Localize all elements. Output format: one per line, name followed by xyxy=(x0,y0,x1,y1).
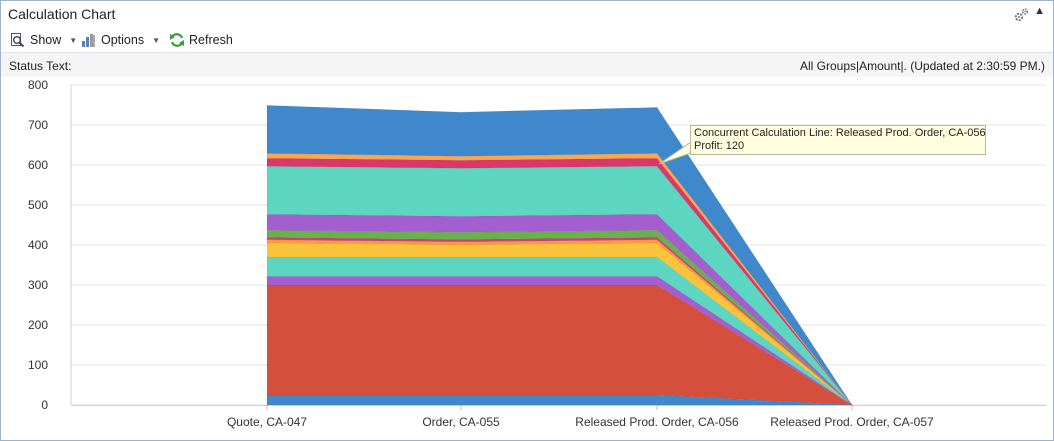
options-icon xyxy=(82,34,95,47)
refresh-icon xyxy=(170,33,184,47)
x-tick-label: Released Prod. Order, CA-057 xyxy=(770,415,934,429)
show-button[interactable]: Show ▼ xyxy=(10,31,77,49)
x-tick-label: Order, CA-055 xyxy=(422,415,500,429)
y-tick-label: 100 xyxy=(28,358,48,372)
area-series-11[interactable] xyxy=(266,157,853,406)
show-icon xyxy=(11,33,25,48)
x-tick-label: Quote, CA-047 xyxy=(227,415,307,429)
chevron-down-icon: ▼ xyxy=(152,35,161,45)
show-label: Show xyxy=(30,33,62,47)
refresh-label: Refresh xyxy=(189,33,233,47)
y-tick-label: 500 xyxy=(28,198,48,212)
area-series-13[interactable] xyxy=(266,105,853,406)
status-bar: Status Text: All Groups|Amount|. (Update… xyxy=(1,53,1053,77)
gear-icon[interactable] xyxy=(1013,7,1029,23)
y-tick-label: 800 xyxy=(28,78,48,92)
tooltip-line-2: Profit: 120 xyxy=(694,140,745,152)
y-tick-label: 700 xyxy=(28,118,48,132)
x-tick-label: Released Prod. Order, CA-056 xyxy=(575,415,739,429)
options-label: Options xyxy=(101,33,145,47)
y-tick-label: 200 xyxy=(28,318,48,332)
refresh-button[interactable]: Refresh xyxy=(169,31,233,49)
toolbar: Show ▼ Options ▼ Refresh xyxy=(1,28,1053,53)
area-series-9[interactable] xyxy=(266,213,853,406)
panel-title: Calculation Chart xyxy=(8,6,116,22)
status-info: All Groups|Amount|. (Updated at 2:30:59 … xyxy=(799,59,1045,73)
tooltip-line-1: Concurrent Calculation Line: Released Pr… xyxy=(694,127,986,139)
status-label: Status Text: xyxy=(9,59,72,73)
chart-tooltip: Concurrent Calculation Line: Released Pr… xyxy=(690,125,986,155)
chevron-down-icon: ▼ xyxy=(69,35,78,45)
calculation-area-chart[interactable]: 0 100 200 300 400 500 600 700 800 Quote, CA-047 Or… xyxy=(1,77,1053,439)
y-tick-label: 400 xyxy=(28,238,48,252)
panel-titlebar: Calculation Chart ▲ xyxy=(1,1,1053,28)
collapse-icon[interactable]: ▲ xyxy=(1034,5,1045,17)
options-button[interactable]: Options ▼ xyxy=(81,31,160,49)
area-series-10[interactable] xyxy=(266,165,853,406)
y-tick-label: 0 xyxy=(41,398,48,412)
y-tick-label: 300 xyxy=(28,278,48,292)
area-series-8[interactable] xyxy=(266,229,853,406)
y-tick-label: 600 xyxy=(28,158,48,172)
